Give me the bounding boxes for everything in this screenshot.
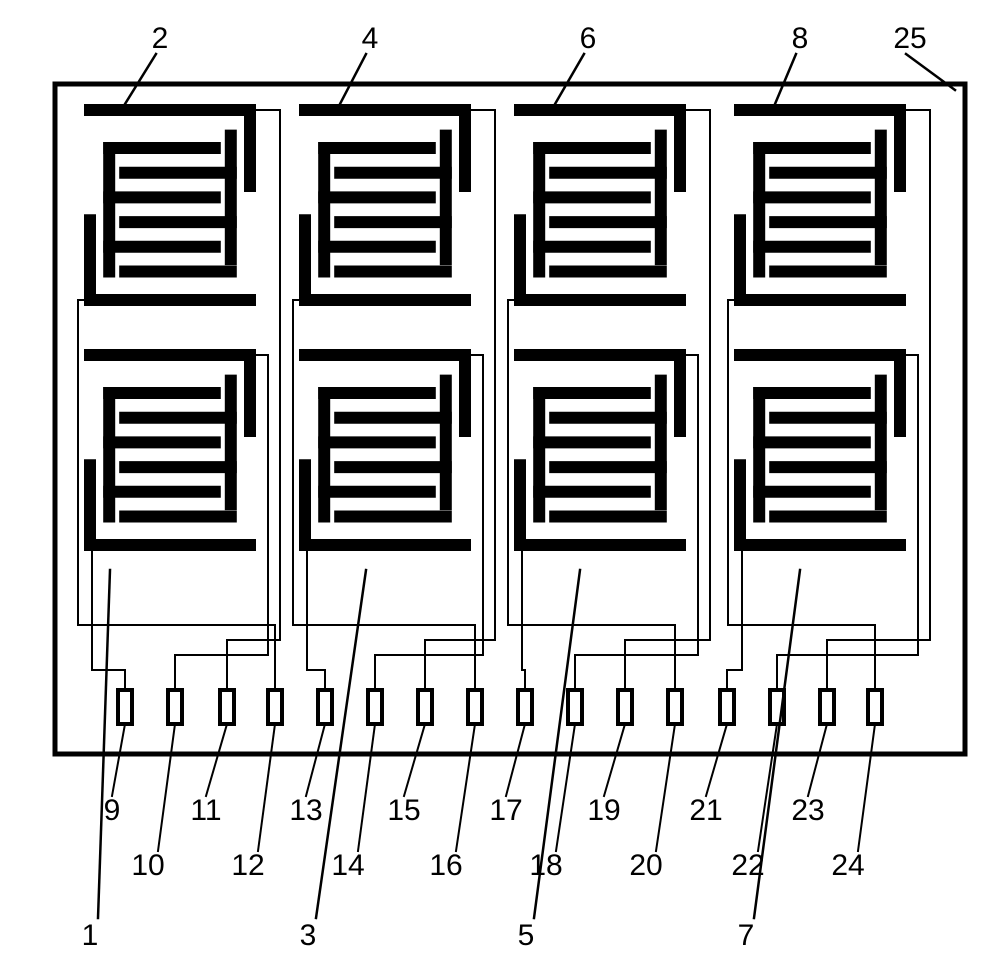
svg-text:24: 24 <box>831 849 864 882</box>
svg-text:6: 6 <box>580 22 597 55</box>
svg-text:17: 17 <box>489 794 522 827</box>
svg-text:3: 3 <box>300 919 317 952</box>
svg-text:21: 21 <box>689 794 722 827</box>
svg-text:5: 5 <box>518 919 535 952</box>
svg-text:25: 25 <box>893 22 926 55</box>
svg-text:19: 19 <box>587 794 620 827</box>
svg-text:18: 18 <box>529 849 562 882</box>
svg-text:4: 4 <box>362 22 379 55</box>
schematic-svg: 2468259111315171921231012141618202224135… <box>0 0 1000 960</box>
svg-text:20: 20 <box>629 849 662 882</box>
svg-text:2: 2 <box>152 22 169 55</box>
svg-text:15: 15 <box>387 794 420 827</box>
svg-text:23: 23 <box>791 794 824 827</box>
svg-text:9: 9 <box>104 794 121 827</box>
svg-text:1: 1 <box>82 919 99 952</box>
svg-text:8: 8 <box>792 22 809 55</box>
svg-text:7: 7 <box>738 919 755 952</box>
diagram-container: 2468259111315171921231012141618202224135… <box>0 0 1000 960</box>
svg-text:11: 11 <box>190 794 221 827</box>
svg-text:16: 16 <box>429 849 462 882</box>
svg-text:10: 10 <box>131 849 164 882</box>
svg-text:14: 14 <box>331 849 364 882</box>
svg-text:13: 13 <box>289 794 322 827</box>
svg-text:12: 12 <box>231 849 264 882</box>
